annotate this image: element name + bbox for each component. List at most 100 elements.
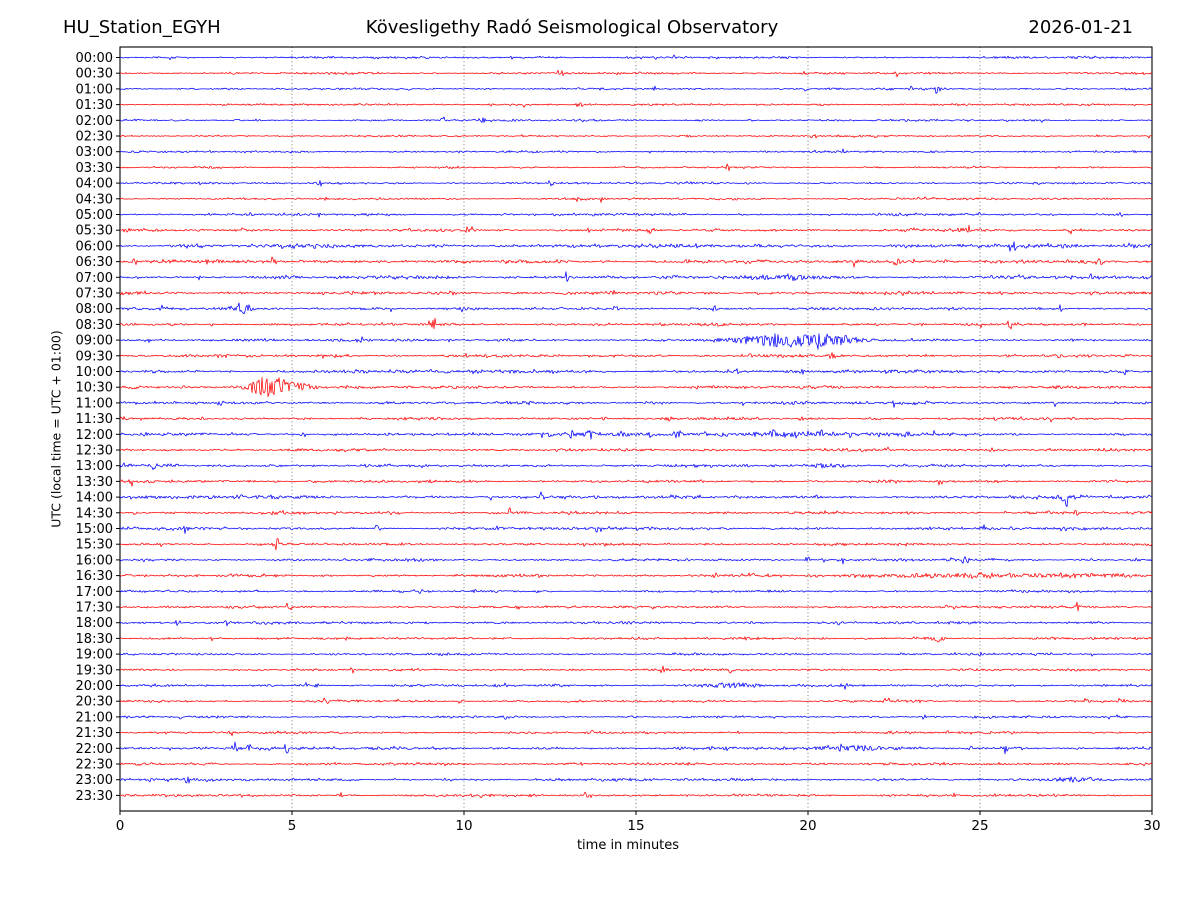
ytick-label-16:30: 16:30	[76, 569, 113, 584]
trace-21:30	[119, 730, 1153, 737]
trace-03:00	[119, 148, 1153, 154]
ytick-label-22:00: 22:00	[76, 742, 113, 757]
ytick-label-00:30: 00:30	[76, 67, 113, 82]
trace-09:00	[119, 333, 1153, 350]
trace-11:30	[119, 416, 1153, 423]
trace-22:30	[119, 761, 1153, 767]
trace-03:30	[119, 163, 1153, 172]
y-axis-label: UTC (local time = UTC + 01:00)	[48, 330, 64, 528]
observatory-title: Kövesligethy Radó Seismological Observat…	[365, 17, 779, 38]
ytick-label-14:00: 14:00	[76, 491, 113, 506]
x-axis-label: time in minutes	[576, 838, 680, 853]
trace-21:00	[119, 714, 1152, 720]
ytick-label-17:30: 17:30	[76, 601, 113, 616]
date-label: 2026-01-21	[1028, 17, 1133, 38]
trace-17:00	[119, 589, 1153, 594]
xtick-label-0: 0	[116, 818, 125, 834]
ytick-label-07:00: 07:00	[76, 271, 113, 286]
ytick-label-07:30: 07:30	[76, 287, 113, 302]
trace-23:00	[119, 776, 1153, 784]
ytick-label-19:30: 19:30	[76, 663, 113, 678]
trace-22:00	[119, 741, 1153, 755]
trace-19:30	[119, 665, 1153, 674]
ytick-label-12:00: 12:00	[76, 428, 113, 443]
ytick-label-18:30: 18:30	[76, 632, 113, 647]
ytick-label-04:00: 04:00	[76, 177, 113, 192]
ytick-label-02:00: 02:00	[76, 114, 113, 129]
trace-05:30	[120, 224, 1153, 235]
trace-00:30	[120, 69, 1153, 78]
ytick-label-11:00: 11:00	[76, 396, 113, 411]
ytick-label-16:00: 16:00	[76, 553, 113, 568]
trace-12:30	[119, 446, 1153, 453]
ytick-label-05:30: 05:30	[76, 224, 113, 239]
ytick-label-08:30: 08:30	[76, 318, 113, 333]
trace-11:00	[119, 400, 1153, 408]
trace-08:30	[119, 317, 1152, 330]
trace-14:30	[119, 507, 1153, 516]
ytick-label-10:30: 10:30	[76, 381, 113, 396]
trace-18:00	[119, 620, 1153, 627]
ytick-label-13:00: 13:00	[76, 459, 113, 474]
ytick-label-01:30: 01:30	[76, 98, 113, 113]
ytick-label-06:30: 06:30	[76, 255, 113, 270]
trace-16:30	[119, 572, 1153, 579]
trace-10:30	[119, 377, 1153, 398]
trace-16:00	[119, 556, 1153, 565]
trace-04:00	[119, 180, 1153, 187]
ytick-label-21:30: 21:30	[76, 726, 113, 741]
ytick-label-01:00: 01:00	[76, 82, 113, 97]
trace-01:30	[119, 102, 1153, 108]
ytick-label-10:00: 10:00	[76, 365, 113, 380]
trace-06:00	[120, 241, 1153, 252]
ytick-label-14:30: 14:30	[76, 506, 113, 521]
ytick-label-06:00: 06:00	[76, 239, 113, 254]
trace-14:00	[119, 491, 1153, 508]
ytick-label-23:30: 23:30	[76, 789, 113, 804]
station-title: HU_Station_EGYH	[63, 17, 221, 38]
trace-07:30	[119, 289, 1153, 296]
trace-18:30	[119, 636, 1153, 643]
ytick-label-20:00: 20:00	[76, 679, 113, 694]
ytick-label-19:00: 19:00	[76, 648, 113, 663]
trace-00:00	[119, 54, 1153, 61]
trace-02:30	[119, 134, 1153, 139]
ytick-label-11:30: 11:30	[76, 412, 113, 427]
xtick-label-10: 10	[455, 818, 472, 834]
trace-12:00	[119, 429, 1153, 440]
trace-23:30	[119, 791, 1153, 799]
ytick-label-20:30: 20:30	[76, 695, 113, 710]
ytick-label-08:00: 08:00	[76, 302, 113, 317]
ytick-label-23:00: 23:00	[76, 773, 113, 788]
trace-17:30	[119, 601, 1153, 612]
trace-20:00	[119, 682, 1153, 690]
ytick-label-13:30: 13:30	[76, 475, 113, 490]
trace-08:00	[119, 302, 1153, 315]
trace-15:00	[119, 524, 1153, 534]
trace-15:30	[119, 538, 1153, 551]
xtick-label-15: 15	[627, 818, 644, 834]
ytick-label-15:30: 15:30	[76, 538, 113, 553]
trace-06:30	[119, 256, 1153, 268]
trace-07:00	[119, 271, 1153, 282]
ytick-label-03:00: 03:00	[76, 145, 113, 160]
ytick-label-18:00: 18:00	[76, 616, 113, 631]
ytick-label-03:30: 03:30	[76, 161, 113, 176]
xtick-label-20: 20	[799, 818, 816, 834]
ytick-label-12:30: 12:30	[76, 444, 113, 459]
xtick-label-30: 30	[1143, 818, 1160, 834]
trace-13:00	[119, 462, 1153, 470]
trace-02:00	[119, 116, 1153, 123]
ytick-label-02:30: 02:30	[76, 130, 113, 145]
ytick-label-00:00: 00:00	[76, 51, 113, 66]
trace-04:30	[119, 196, 1153, 203]
trace-19:00	[119, 652, 1153, 657]
ytick-label-04:30: 04:30	[76, 192, 113, 207]
ytick-label-09:00: 09:00	[76, 334, 113, 349]
trace-09:30	[119, 352, 1153, 359]
ytick-label-17:00: 17:00	[76, 585, 113, 600]
trace-01:00	[119, 85, 1153, 94]
trace-20:30	[119, 697, 1153, 704]
